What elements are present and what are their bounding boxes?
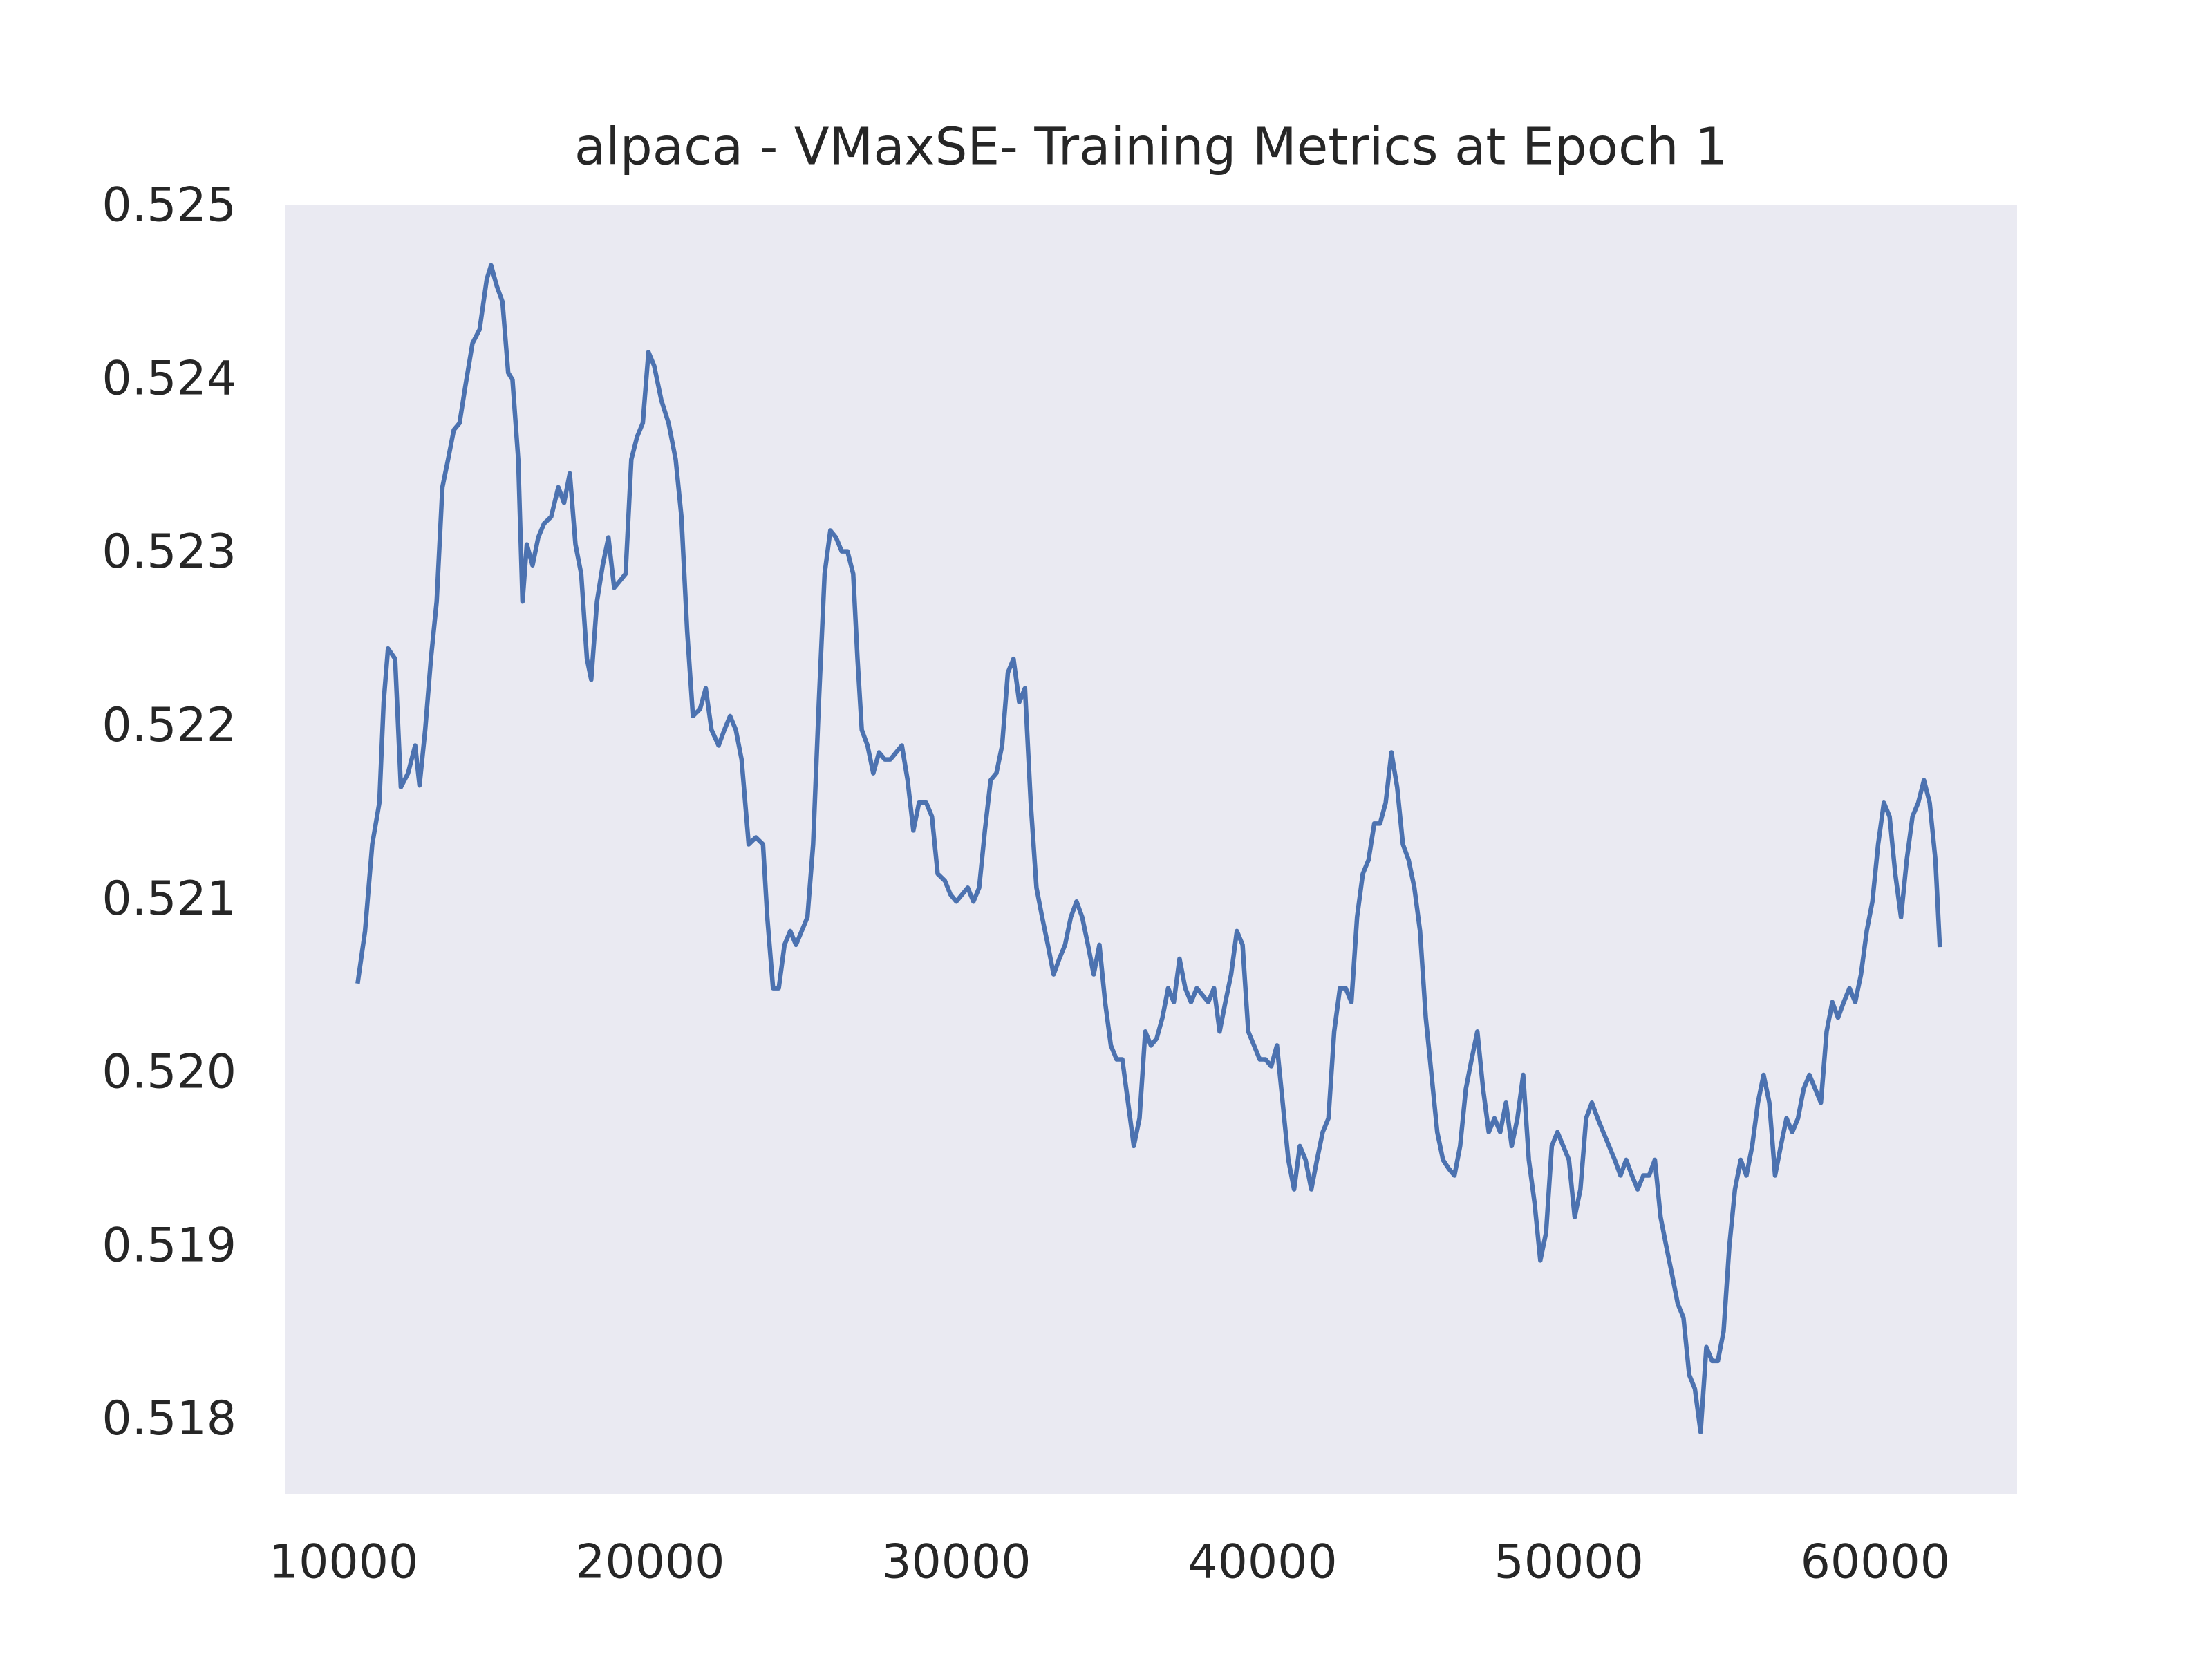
y-tick-label: 0.518 [102, 1391, 236, 1446]
y-tick-label: 0.522 [102, 698, 236, 753]
y-tick-label: 0.524 [102, 351, 236, 406]
x-tick-label: 60000 [1801, 1535, 1950, 1590]
y-tick-label: 0.520 [102, 1045, 236, 1100]
x-tick-label: 10000 [269, 1535, 418, 1590]
plot-area [285, 205, 2017, 1494]
y-tick-label: 0.521 [102, 872, 236, 926]
y-tick-label: 0.523 [102, 525, 236, 579]
chart-title: alpaca - VMaxSE- Training Metrics at Epo… [574, 118, 1727, 177]
x-tick-label: 30000 [881, 1535, 1031, 1590]
y-tick-label: 0.525 [102, 178, 236, 233]
x-tick-label: 20000 [575, 1535, 724, 1590]
x-tick-label: 40000 [1188, 1535, 1337, 1590]
line [355, 263, 1942, 1434]
x-tick-label: 50000 [1494, 1535, 1644, 1590]
y-tick-label: 0.519 [102, 1218, 236, 1273]
